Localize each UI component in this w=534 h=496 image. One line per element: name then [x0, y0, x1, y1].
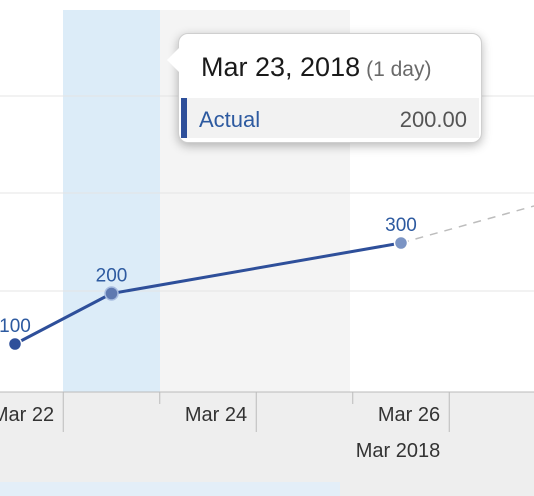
tooltip-header: Mar 23, 2018 (1 day) [201, 52, 431, 83]
data-label: 200 [96, 266, 128, 287]
x-axis-tick-label: Mar 24 [185, 404, 247, 426]
data-point [7, 336, 23, 352]
tooltip-series-row: Actual 200.00 [181, 98, 479, 138]
data-label: 100 [0, 316, 31, 337]
projection-line [400, 205, 534, 244]
series-line-segment [110, 241, 403, 295]
tooltip-arrow [167, 48, 179, 72]
tooltip-duration: (1 day) [366, 58, 432, 81]
axis-background [0, 392, 534, 496]
axis-area [0, 391, 534, 496]
x-axis-ticks: Mar 22 Mar 24 Mar 26 [0, 392, 450, 432]
tooltip-series-value: 200.00 [399, 107, 467, 132]
series-line-segment [13, 292, 113, 346]
tooltip: Mar 23, 2018 (1 day) Actual 200.00 [167, 33, 482, 143]
series-actual: 100 200 300 [0, 205, 534, 352]
tooltip-date: Mar 23, 2018 [201, 52, 361, 82]
tooltip-series-label: Actual [199, 107, 261, 132]
x-axis-tick-label: Mar 22 [0, 404, 54, 426]
x-axis-tick-label: Mar 26 [378, 404, 440, 426]
scrollbar-track[interactable] [0, 482, 340, 496]
data-label: 300 [385, 215, 417, 236]
data-point [393, 235, 409, 251]
x-axis-group-label: Mar 2018 [356, 440, 441, 462]
hover-column-highlight [63, 10, 160, 392]
data-point [104, 286, 119, 301]
